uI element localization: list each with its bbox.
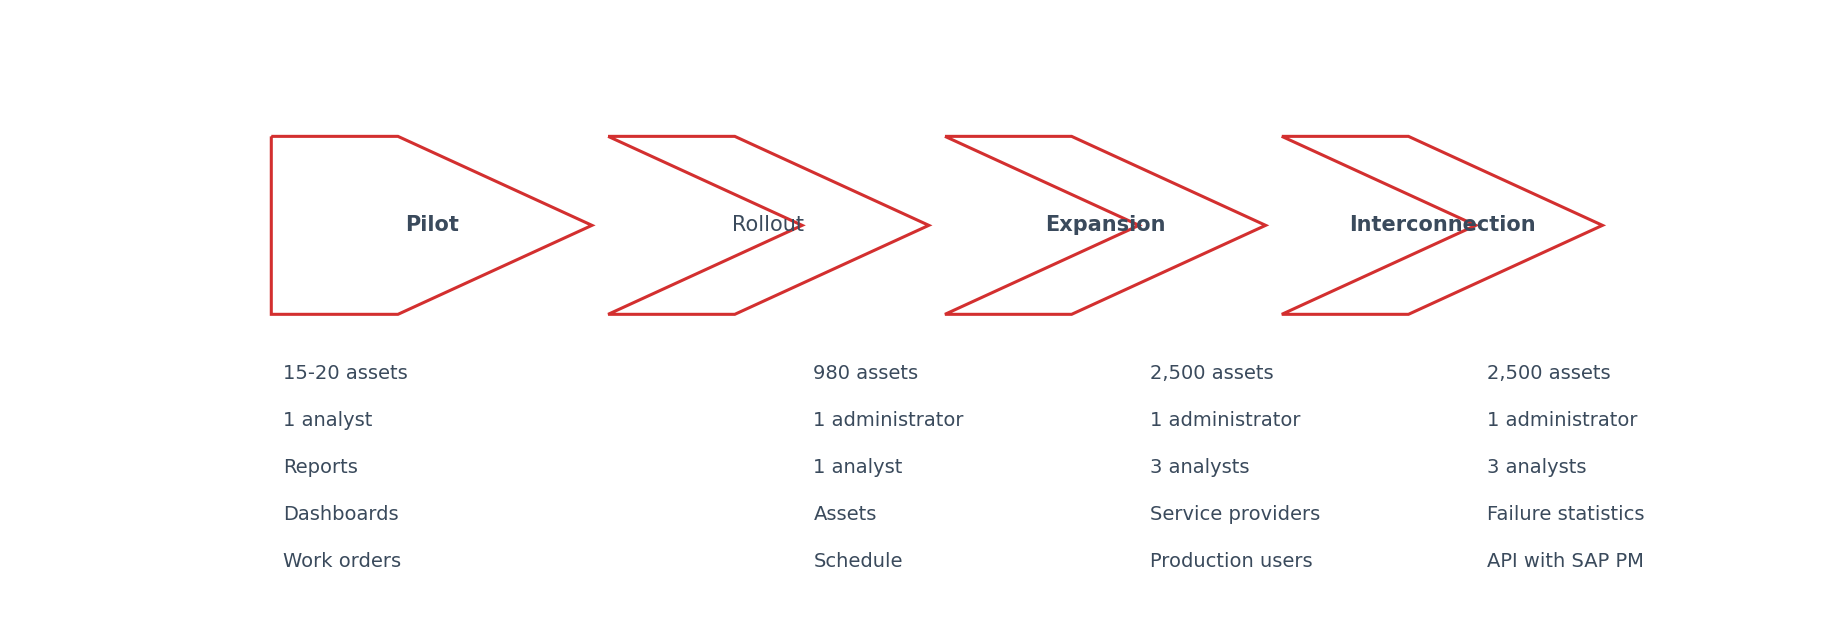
Text: Interconnection: Interconnection	[1349, 215, 1535, 236]
Text: 1 administrator: 1 administrator	[1488, 411, 1638, 429]
Text: 3 analysts: 3 analysts	[1488, 458, 1587, 476]
Text: 1 administrator: 1 administrator	[814, 411, 964, 429]
Text: 2,500 assets: 2,500 assets	[1488, 364, 1610, 383]
Text: Reports: Reports	[282, 458, 357, 476]
Text: Work orders: Work orders	[282, 551, 401, 571]
Text: 15-20 assets: 15-20 assets	[282, 364, 408, 383]
Text: 1 analyst: 1 analyst	[814, 458, 902, 476]
Text: Assets: Assets	[814, 505, 877, 524]
Text: 1 analyst: 1 analyst	[282, 411, 371, 429]
Text: Schedule: Schedule	[814, 551, 902, 571]
Text: Dashboards: Dashboards	[282, 505, 399, 524]
Text: 2,500 assets: 2,500 assets	[1151, 364, 1274, 383]
Text: 3 analysts: 3 analysts	[1151, 458, 1250, 476]
Text: Pilot: Pilot	[404, 215, 459, 236]
Text: 1 administrator: 1 administrator	[1151, 411, 1301, 429]
Text: Service providers: Service providers	[1151, 505, 1321, 524]
Text: Expansion: Expansion	[1045, 215, 1166, 236]
Text: Production users: Production users	[1151, 551, 1312, 571]
Text: 980 assets: 980 assets	[814, 364, 919, 383]
Text: Rollout: Rollout	[732, 215, 805, 236]
Text: API with SAP PM: API with SAP PM	[1488, 551, 1643, 571]
Text: Failure statistics: Failure statistics	[1488, 505, 1645, 524]
